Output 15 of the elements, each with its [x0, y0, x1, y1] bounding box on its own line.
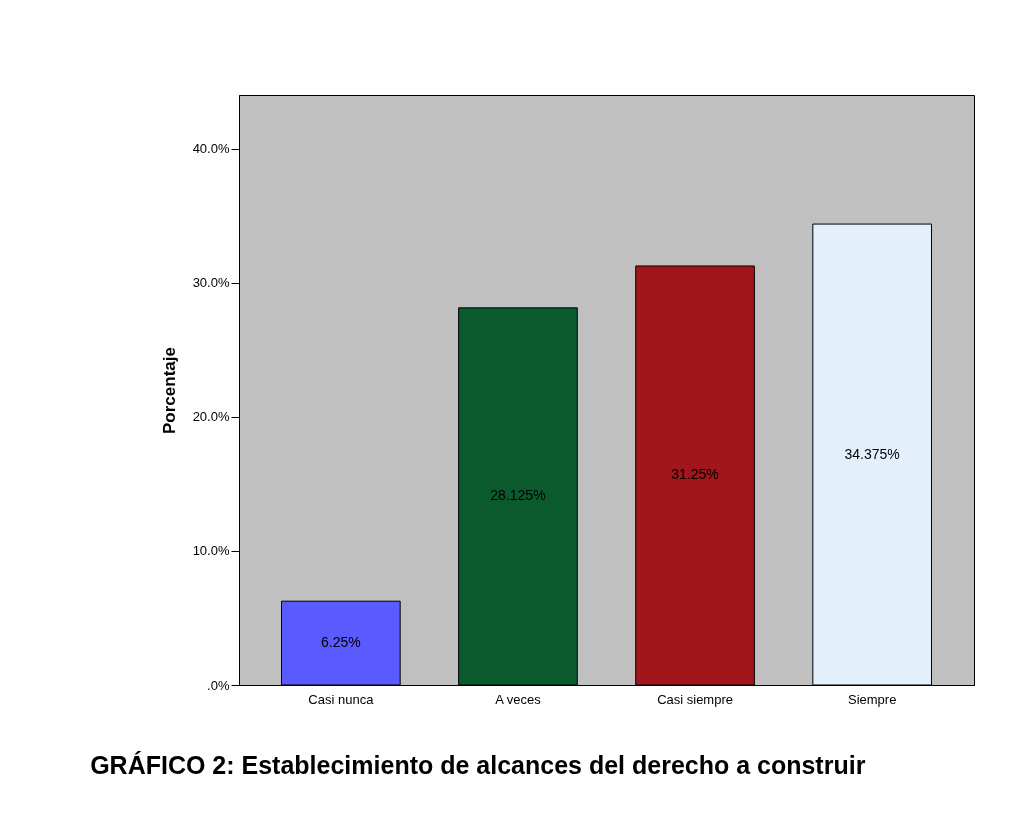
- data-label: 31.25%: [671, 466, 719, 483]
- x-tick-label: Siempre: [847, 691, 897, 707]
- data-label: 28.125%: [490, 487, 546, 504]
- data-label: 34.375%: [844, 445, 900, 462]
- x-tick-label: A veces: [495, 691, 542, 707]
- y-tick-label: .0%: [207, 677, 230, 693]
- y-tick-label: 40.0%: [192, 141, 230, 157]
- y-tick-label: 30.0%: [192, 275, 230, 291]
- text: GRÁFICO 2: Establecimiento de alcances del derecho a construir: [90, 751, 866, 779]
- x-tick-label: Casi siempre: [657, 691, 733, 707]
- y-tick-label: 10.0%: [192, 543, 230, 559]
- x-tick-label: Casi nunca: [308, 691, 375, 707]
- data-label: 6.25%: [320, 634, 361, 651]
- y-tick-label: 20.0%: [192, 409, 230, 425]
- y-axis-title: Porcentaje: [159, 347, 179, 434]
